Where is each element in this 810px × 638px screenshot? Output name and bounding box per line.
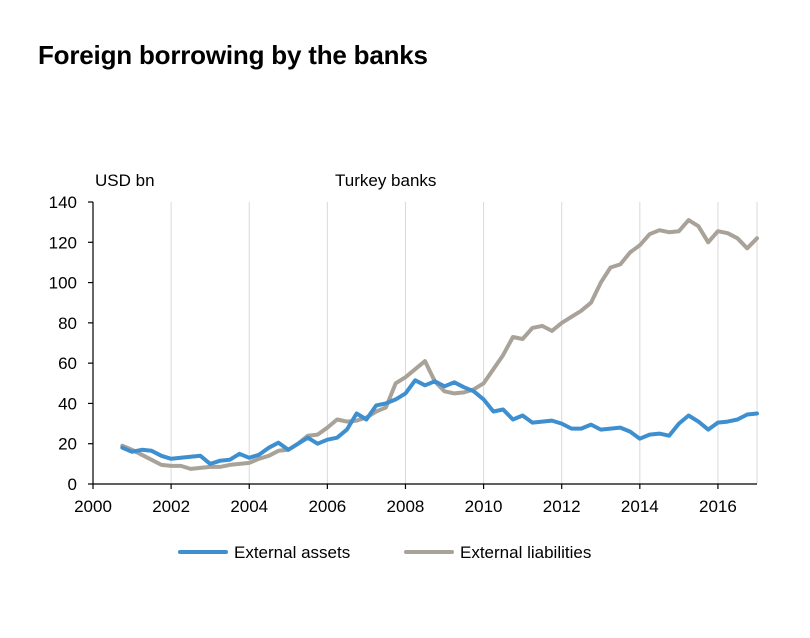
axes — [88, 201, 757, 489]
y-tick-label: 100 — [49, 274, 77, 293]
legend-item-external-assets: External assets — [178, 543, 350, 562]
y-tick-label: 60 — [58, 354, 77, 373]
gridlines — [92, 202, 758, 484]
y-tick-label: 40 — [58, 394, 77, 413]
series-line-external-assets — [120, 378, 759, 466]
x-tick-label: 2010 — [465, 497, 503, 516]
x-tick-label: 2006 — [308, 497, 346, 516]
y-axis-unit-label: USD bn — [95, 171, 155, 190]
page-title: Foreign borrowing by the banks — [38, 40, 428, 70]
series-line-external-liabilities — [120, 218, 759, 471]
x-tick-label: 2016 — [699, 497, 737, 516]
chart-subtitle: Turkey banks — [335, 171, 436, 190]
x-tick-labels: 2000 2002 2004 2006 2008 2010 2012 2014 2016 — [74, 497, 737, 516]
y-tick-label: 120 — [49, 233, 77, 252]
y-tick-labels: 0 20 40 60 80 100 120 140 — [49, 193, 77, 494]
legend-label: External liabilities — [460, 543, 591, 562]
y-tick-label: 140 — [49, 193, 77, 212]
x-tick-label: 2014 — [621, 497, 659, 516]
x-tick-label: 2008 — [387, 497, 425, 516]
x-tick-label: 2000 — [74, 497, 112, 516]
series-lines — [120, 218, 759, 471]
x-tick-label: 2002 — [152, 497, 190, 516]
legend-label: External assets — [234, 543, 350, 562]
legend: External assets External liabilities — [178, 543, 591, 562]
legend-item-external-liabilities: External liabilities — [404, 543, 591, 562]
x-tick-label: 2012 — [543, 497, 581, 516]
x-tick-label: 2004 — [230, 497, 268, 516]
y-tick-label: 80 — [58, 314, 77, 333]
y-tick-label: 0 — [68, 475, 77, 494]
y-tick-label: 20 — [58, 435, 77, 454]
